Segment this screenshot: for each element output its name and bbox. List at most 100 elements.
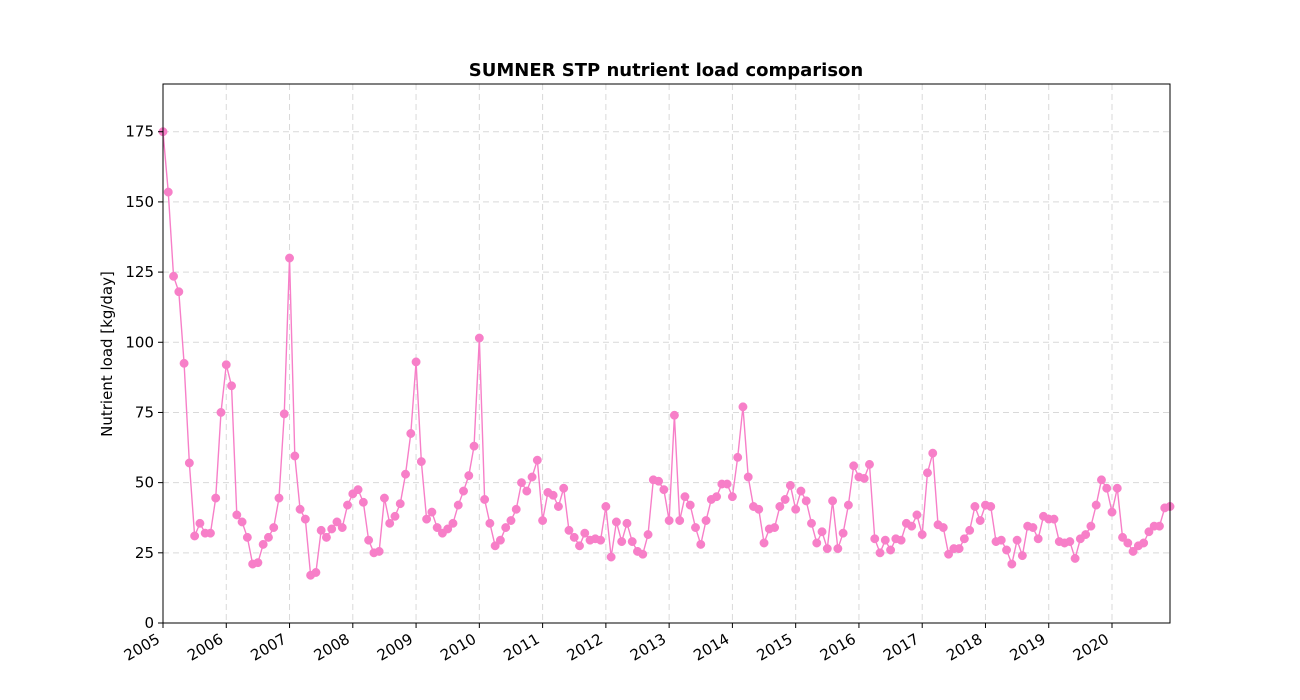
data-point xyxy=(379,493,389,503)
data-point xyxy=(975,516,985,525)
data-point xyxy=(1139,538,1149,548)
data-point xyxy=(474,333,484,343)
data-point xyxy=(216,408,226,417)
x-tick-label: 2016 xyxy=(817,630,859,665)
data-point xyxy=(611,517,621,527)
data-point xyxy=(938,523,948,532)
data-point xyxy=(775,502,785,511)
data-point xyxy=(801,496,811,506)
data-point xyxy=(680,492,690,502)
data-point xyxy=(1091,500,1101,510)
x-tick-label: 2006 xyxy=(184,630,226,665)
data-point xyxy=(875,548,885,558)
data-point xyxy=(242,532,252,542)
data-point xyxy=(896,535,906,545)
x-tick-label: 2019 xyxy=(1007,630,1049,665)
data-point xyxy=(643,530,653,540)
x-tick-label: 2020 xyxy=(1070,630,1112,665)
data-point xyxy=(1007,559,1017,569)
data-point xyxy=(675,516,685,525)
data-point xyxy=(538,516,548,525)
data-point xyxy=(253,558,263,568)
x-tick-label: 2014 xyxy=(690,630,732,665)
data-point xyxy=(785,480,795,490)
data-point xyxy=(849,461,859,471)
data-point xyxy=(659,485,669,495)
data-point xyxy=(416,457,426,467)
data-point xyxy=(1144,527,1154,537)
data-point xyxy=(944,549,954,559)
y-axis: 0 25 50 75 100 125 150 175 xyxy=(125,123,163,632)
data-point xyxy=(928,448,938,458)
data-point xyxy=(1118,532,1128,542)
data-point xyxy=(1012,535,1022,545)
data-point xyxy=(759,538,769,548)
y-tick-label: 175 xyxy=(125,123,154,141)
data-point xyxy=(1065,537,1075,547)
data-point xyxy=(912,510,922,520)
data-point xyxy=(453,500,463,510)
data-point xyxy=(184,458,194,468)
data-point xyxy=(553,502,563,511)
data-point xyxy=(401,469,410,479)
x-tick-label: 2017 xyxy=(880,630,922,665)
data-point xyxy=(422,514,432,524)
data-point xyxy=(1086,521,1096,531)
data-point xyxy=(411,357,421,367)
x-tick-label: 2005 xyxy=(121,630,163,665)
data-point xyxy=(859,473,869,483)
data-point xyxy=(743,472,753,482)
data-point xyxy=(828,496,838,506)
data-point xyxy=(1128,546,1138,556)
data-point xyxy=(163,187,173,197)
data-point xyxy=(1097,475,1106,485)
data-point xyxy=(791,504,801,514)
data-point xyxy=(923,468,932,478)
x-tick-label: 2011 xyxy=(501,630,543,665)
data-point xyxy=(822,544,832,554)
x-tick-label: 2009 xyxy=(374,630,416,665)
data-point xyxy=(501,523,511,532)
plot-area-frame xyxy=(162,83,1171,624)
data-point xyxy=(390,511,400,521)
data-point xyxy=(1049,514,1059,524)
x-tick-label: 2007 xyxy=(247,630,289,665)
data-point xyxy=(279,409,289,419)
y-axis-label: Nutrient load [kg/day] xyxy=(98,271,116,437)
data-point xyxy=(807,518,816,528)
data-point xyxy=(227,381,236,391)
x-tick-label: 2012 xyxy=(564,630,606,665)
data-point xyxy=(480,495,490,504)
data-point xyxy=(954,544,964,554)
data-point xyxy=(754,504,764,514)
data-point xyxy=(575,541,584,551)
data-point xyxy=(843,500,853,510)
data-point xyxy=(691,523,700,532)
data-point xyxy=(812,538,822,548)
data-point xyxy=(965,525,975,535)
data-point xyxy=(959,534,969,544)
data-point xyxy=(237,517,247,527)
data-point xyxy=(232,510,242,520)
data-point xyxy=(316,525,326,535)
data-point xyxy=(285,253,294,263)
data-point xyxy=(870,534,880,544)
data-point xyxy=(701,516,711,525)
series-line-layer xyxy=(158,127,1175,580)
data-point xyxy=(838,528,848,538)
data-point xyxy=(1155,521,1164,531)
data-point xyxy=(195,518,205,528)
data-point xyxy=(300,514,310,524)
data-point xyxy=(917,530,927,540)
data-point xyxy=(527,472,537,482)
data-point xyxy=(206,528,215,538)
y-tick-label: 50 xyxy=(135,474,154,492)
data-point xyxy=(374,546,384,556)
data-point xyxy=(669,410,679,420)
data-point xyxy=(385,518,395,528)
data-point xyxy=(179,358,189,368)
data-point xyxy=(311,568,321,577)
data-point xyxy=(321,532,331,542)
